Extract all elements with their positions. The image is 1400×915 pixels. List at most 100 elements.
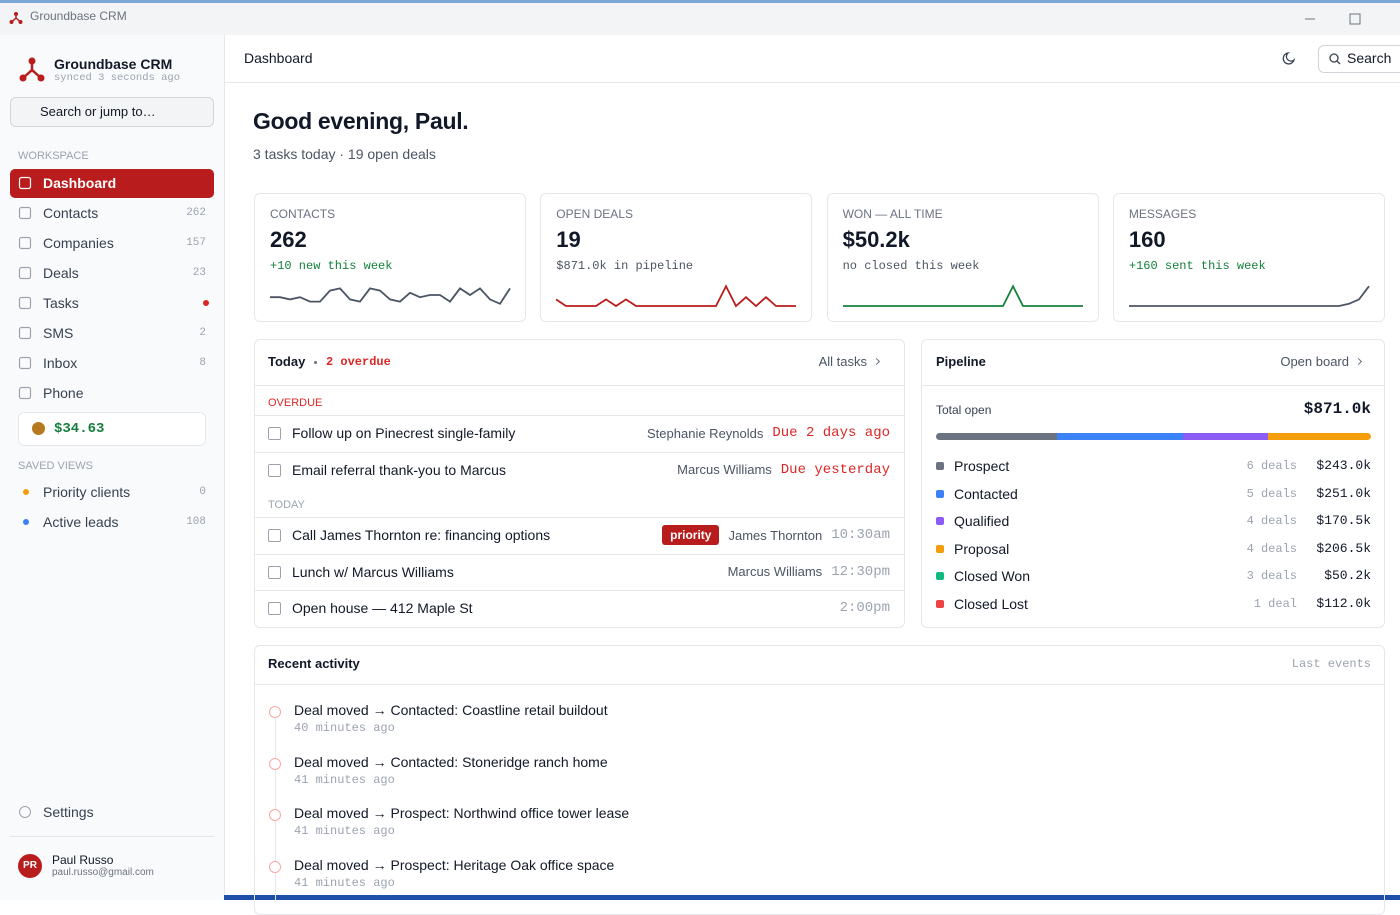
task-meta: Stephanie Reynolds Due 2 days ago (647, 422, 890, 444)
saved-view[interactable]: Priority clients (43, 484, 131, 500)
stat-note: +160 sent this week (1128, 259, 1266, 273)
stage-dot (936, 462, 944, 470)
tasks-card (254, 339, 905, 628)
saved-view-dot (23, 489, 29, 495)
activity-icon (269, 860, 281, 873)
task-text[interactable]: Email referral thank-you to Marcus (292, 461, 506, 478)
stage-dot (936, 489, 944, 498)
sync-status: synced 3 seconds ago (54, 72, 181, 84)
task-person: Marcus Williams (677, 462, 772, 477)
divider (10, 836, 214, 837)
nav-active-bg[interactable] (10, 169, 214, 198)
stat-label: CONTACTS (270, 207, 336, 221)
sparkline (842, 284, 1083, 307)
settings-link[interactable]: Settings (43, 804, 94, 820)
checkbox[interactable] (268, 529, 281, 542)
task-text[interactable]: Call James Thornton re: financing option… (292, 527, 551, 543)
nav-icon (18, 386, 32, 400)
stage-deals: 4 deals (1246, 541, 1297, 556)
checkbox[interactable] (268, 602, 281, 615)
activity-title-text[interactable]: Deal moved → Contacted: Stoneridge ranch… (294, 753, 608, 770)
task-text[interactable]: Follow up on Pinecrest single-family (292, 425, 516, 441)
nav-item[interactable]: Phone (43, 385, 84, 401)
stat-card (826, 193, 1099, 322)
nav-item[interactable]: Contacts (43, 205, 99, 221)
nav-item[interactable]: Inbox (43, 355, 78, 371)
checkbox[interactable] (268, 427, 281, 440)
nav-icon (18, 206, 32, 220)
activity-icon (269, 757, 281, 770)
balance-box (18, 412, 206, 446)
activity-title-text[interactable]: Deal moved → Contacted: Coastline retail… (294, 702, 608, 718)
activity-title-text[interactable]: Deal moved → Prospect: Northwind office … (294, 805, 630, 821)
divider (255, 415, 904, 416)
stage-amount: $243.0k (1316, 458, 1371, 473)
settings-icon (19, 806, 31, 818)
search-label[interactable]: Search (1347, 50, 1392, 66)
top-bar (225, 35, 1400, 83)
search-button[interactable] (1318, 45, 1400, 73)
nav-icon (18, 356, 32, 370)
window-title: Groundbase CRM (30, 9, 127, 23)
nav-item[interactable]: Tasks (43, 295, 79, 311)
user-email: paul.russo@gmail.com (52, 867, 154, 878)
checkbox[interactable] (268, 463, 281, 477)
stat-note: +10 new this week (270, 259, 393, 273)
separator-dot (314, 361, 317, 364)
saved-view-count: 108 (186, 516, 206, 528)
stage-deals: 6 deals (1246, 459, 1297, 473)
nav-icon (18, 296, 32, 310)
title-bar: Groundbase CRM (0, 0, 1400, 35)
window-controls[interactable] (1295, 9, 1395, 29)
task-text[interactable]: Open house — 412 Maple St (292, 600, 473, 616)
divider (255, 590, 904, 591)
nav-count: 262 (186, 207, 206, 219)
sparkline (270, 287, 511, 305)
avatar: PR (18, 854, 42, 878)
stage-name: Contacted (954, 485, 1018, 502)
page-title: Dashboard (244, 50, 313, 66)
pipeline-link[interactable]: Open board (1280, 354, 1349, 369)
group-heading: TODAY (268, 499, 305, 511)
pipeline-segment (1057, 433, 1183, 440)
nav-item[interactable]: Dashboard (43, 175, 117, 191)
activity-icon (269, 706, 281, 718)
sidebar-search[interactable] (10, 97, 214, 127)
nav-item[interactable]: Deals (43, 265, 79, 281)
task-due: Due yesterday (780, 461, 890, 478)
theme-toggle[interactable] (1282, 50, 1298, 66)
saved-view[interactable]: Active leads (43, 514, 119, 530)
stage-dot (936, 600, 944, 608)
pipeline-card (921, 339, 1385, 628)
stage-amount: $112.0k (1316, 596, 1371, 611)
activity-icon (269, 809, 281, 821)
stage-amount: $170.5k (1316, 513, 1371, 529)
tasks-title: Today (268, 354, 306, 369)
stage-dot (936, 517, 944, 526)
nav-item[interactable]: SMS (43, 325, 74, 341)
stat-label: MESSAGES (1128, 207, 1197, 221)
divider (255, 684, 1384, 685)
task-meta: 2:00pm (840, 597, 890, 619)
activity-title-text[interactable]: Deal moved → Prospect: Heritage Oak offi… (294, 856, 615, 873)
stat-note: no closed this week (842, 259, 980, 273)
pipeline-segment (1182, 433, 1268, 440)
app-icon (9, 12, 23, 24)
sparkline-chart (1128, 285, 1370, 307)
pipeline-segment (936, 433, 1058, 440)
sparkline (555, 284, 797, 308)
priority-tag: priority (662, 525, 720, 545)
task-due: Due 2 days ago (772, 425, 890, 441)
stage-name: Proposal (954, 540, 1010, 557)
activity-time: 41 minutes ago (294, 824, 395, 838)
checkbox[interactable] (268, 565, 281, 579)
task-due: 2:00pm (839, 600, 890, 616)
stage-name: Closed Lost (954, 596, 1028, 612)
stage-name: Closed Won (954, 568, 1031, 585)
task-text[interactable]: Lunch w/ Marcus Williams (292, 563, 454, 580)
tasks-link[interactable]: All tasks (818, 354, 867, 369)
task-person: Marcus Williams (727, 564, 823, 579)
logo (19, 57, 45, 82)
nav-item[interactable]: Companies (43, 235, 114, 251)
